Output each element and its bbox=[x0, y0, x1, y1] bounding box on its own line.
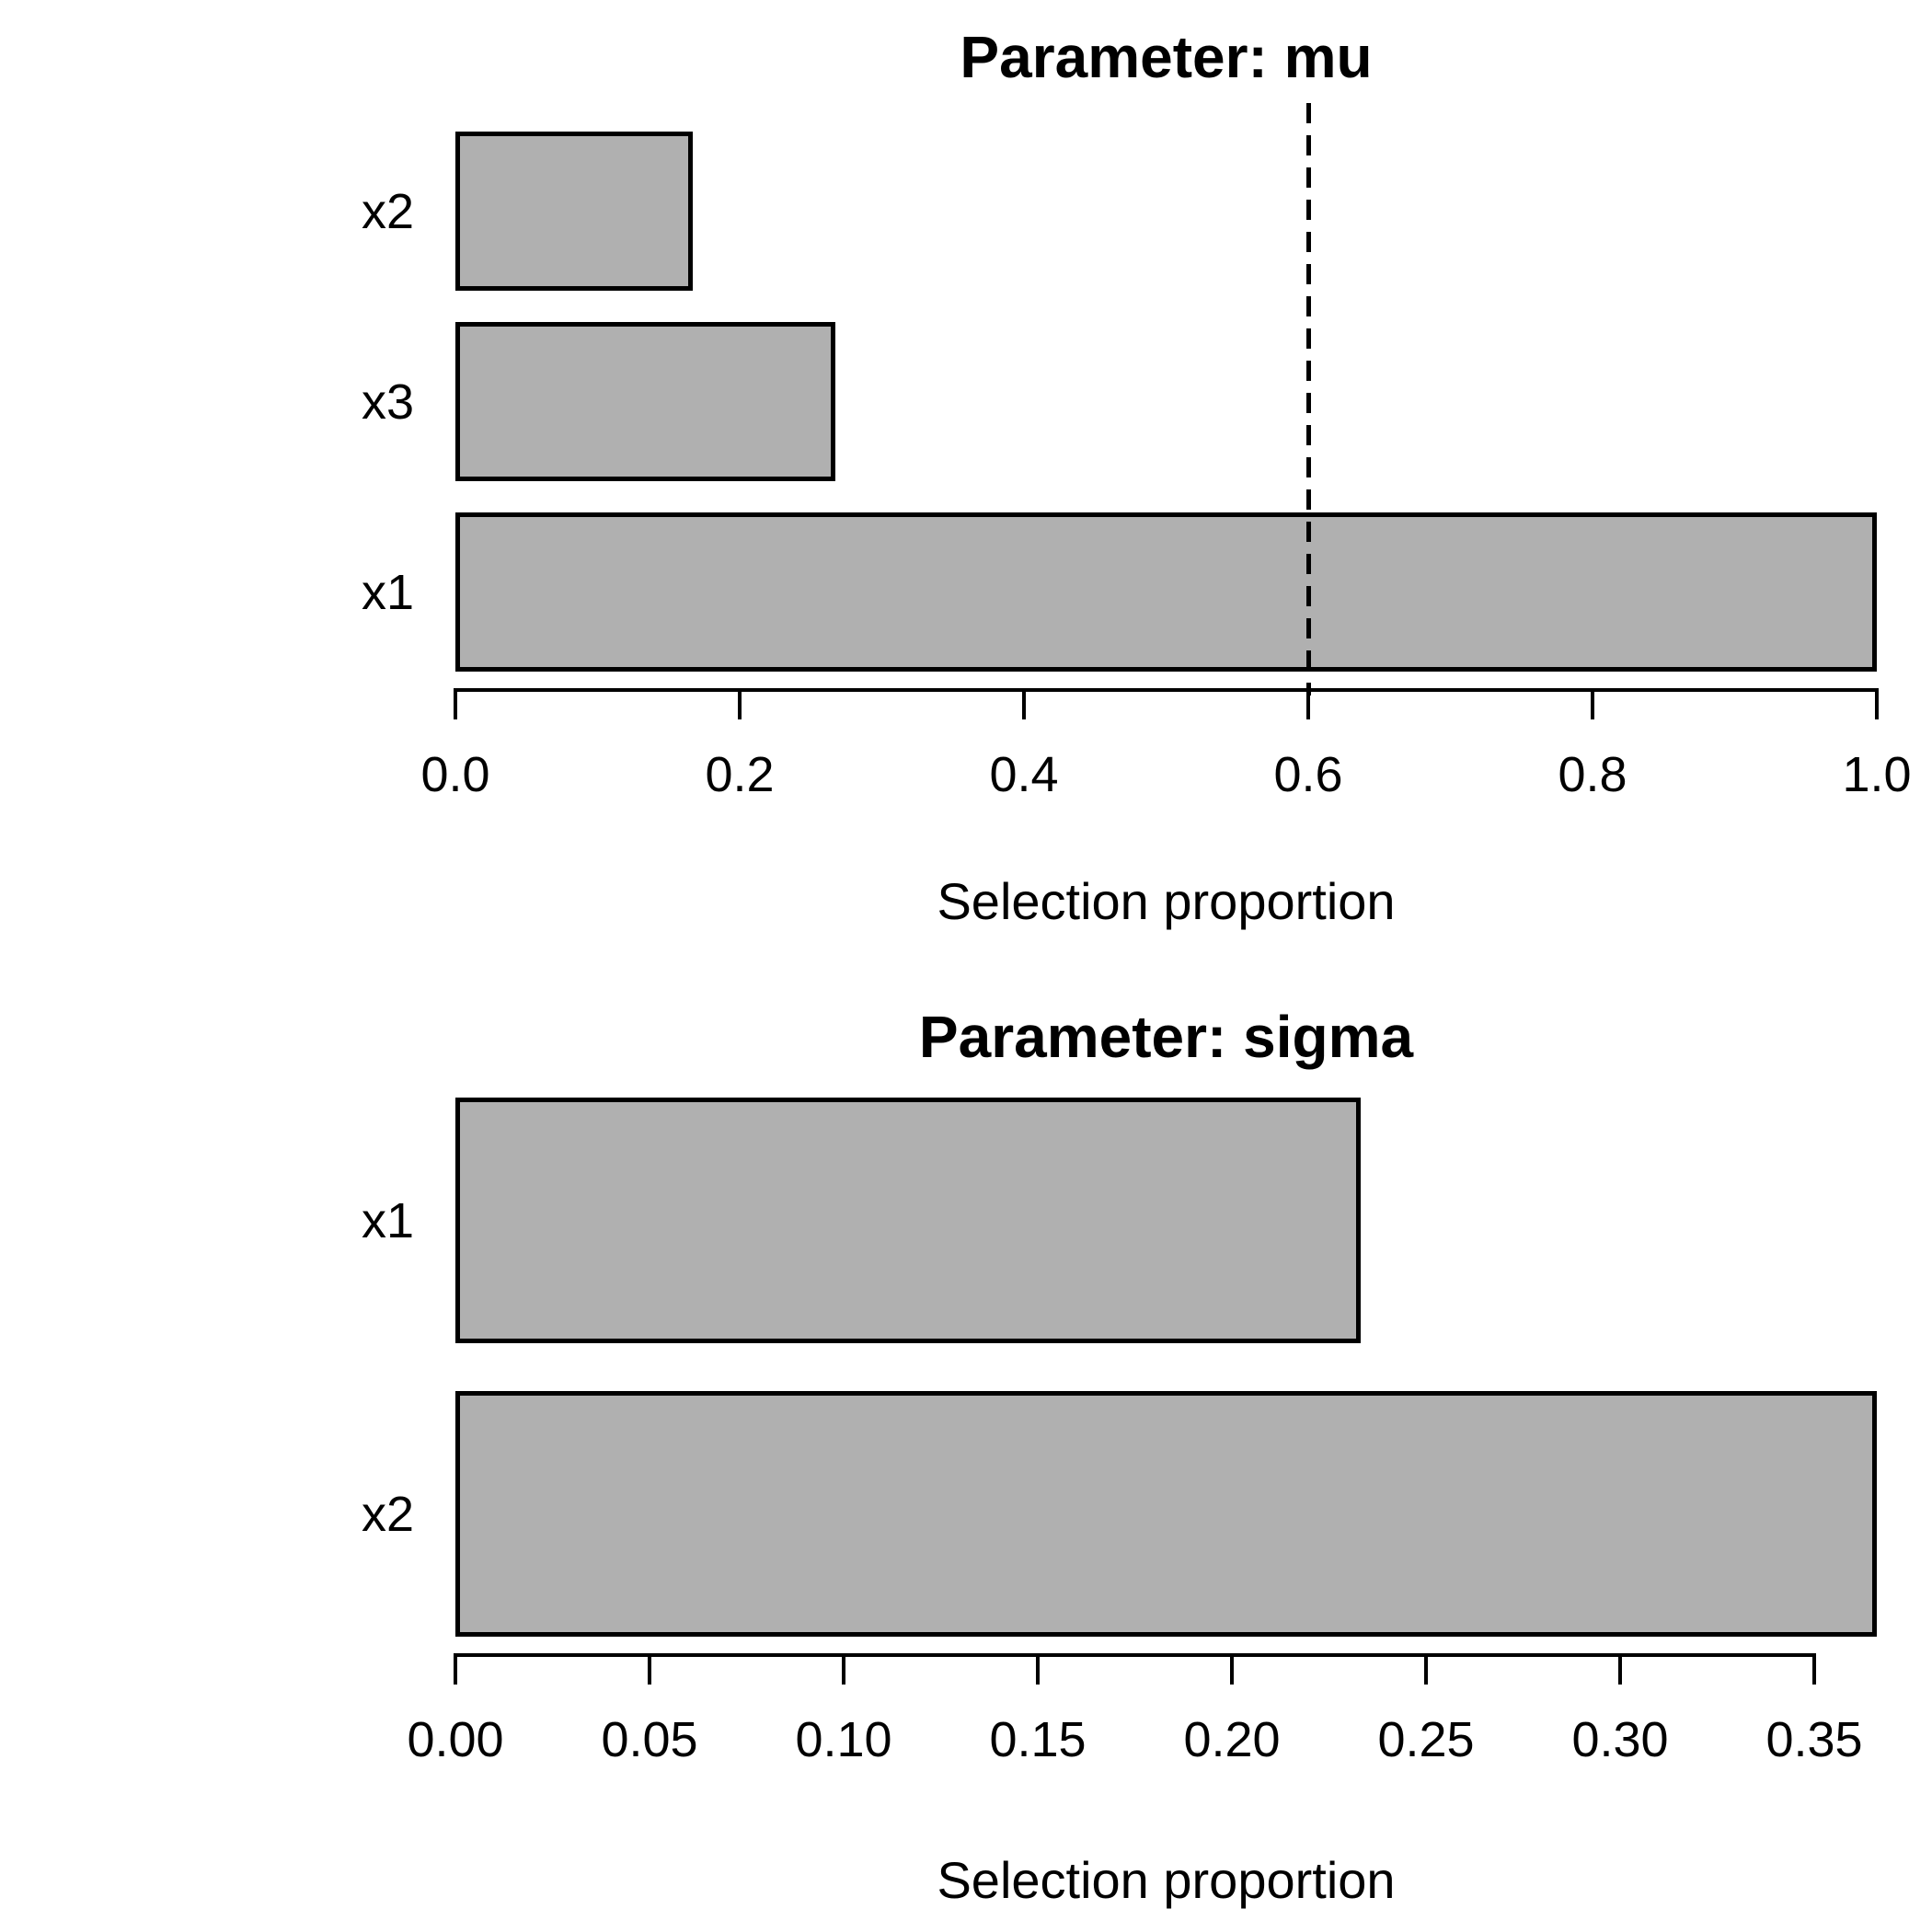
bar-x2 bbox=[455, 1391, 1877, 1637]
x-axis-tick bbox=[1022, 690, 1026, 719]
x-axis-tick-label: 0.6 bbox=[1273, 747, 1343, 802]
category-label-x2: x2 bbox=[361, 184, 414, 239]
bar-x3 bbox=[455, 322, 835, 481]
x-axis-tick bbox=[1306, 690, 1310, 719]
x-axis-line bbox=[454, 688, 1879, 692]
category-label-x1: x1 bbox=[361, 565, 414, 620]
x-axis-tick bbox=[1618, 1655, 1622, 1685]
x-axis-tick-label: 0.20 bbox=[1183, 1712, 1281, 1767]
category-label-x3: x3 bbox=[361, 374, 414, 430]
bar-x1 bbox=[455, 512, 1877, 672]
bar-x2 bbox=[455, 132, 693, 291]
x-axis-tick-label: 0.4 bbox=[989, 747, 1059, 802]
x-axis-tick-label: 0.05 bbox=[601, 1712, 698, 1767]
x-axis-tick bbox=[1591, 690, 1594, 719]
x-axis-tick-label: 0.00 bbox=[407, 1712, 504, 1767]
x-axis-title-mu: Selection proportion bbox=[937, 872, 1396, 930]
x-axis-title-sigma: Selection proportion bbox=[937, 1851, 1396, 1909]
category-label-x2: x2 bbox=[361, 1487, 414, 1542]
x-axis-tick bbox=[1036, 1655, 1040, 1685]
chart-title-mu: Parameter: mu bbox=[960, 24, 1373, 90]
x-axis-tick-label: 0.8 bbox=[1558, 747, 1627, 802]
x-axis-tick bbox=[1812, 1655, 1816, 1685]
x-axis-line bbox=[454, 1653, 1816, 1657]
x-axis-tick-label: 0.2 bbox=[705, 747, 775, 802]
chart-title-sigma: Parameter: sigma bbox=[918, 1004, 1414, 1070]
x-axis-tick-label: 0.30 bbox=[1571, 1712, 1669, 1767]
x-axis-tick bbox=[454, 690, 457, 719]
x-axis-tick-label: 0.15 bbox=[989, 1712, 1087, 1767]
reference-dashed-line bbox=[1306, 103, 1311, 696]
category-label-x1: x1 bbox=[361, 1193, 414, 1248]
x-axis-tick bbox=[648, 1655, 651, 1685]
x-axis-tick bbox=[1230, 1655, 1234, 1685]
bar-x1 bbox=[455, 1098, 1361, 1343]
x-axis-tick-label: 0.10 bbox=[795, 1712, 892, 1767]
x-axis-tick bbox=[1875, 690, 1879, 719]
x-axis-tick-label: 1.0 bbox=[1842, 747, 1912, 802]
x-axis-tick bbox=[738, 690, 742, 719]
x-axis-tick bbox=[842, 1655, 845, 1685]
x-axis-tick bbox=[454, 1655, 457, 1685]
x-axis-tick-label: 0.25 bbox=[1377, 1712, 1475, 1767]
x-axis-tick bbox=[1424, 1655, 1428, 1685]
x-axis-tick-label: 0.35 bbox=[1765, 1712, 1863, 1767]
x-axis-tick-label: 0.0 bbox=[420, 747, 490, 802]
